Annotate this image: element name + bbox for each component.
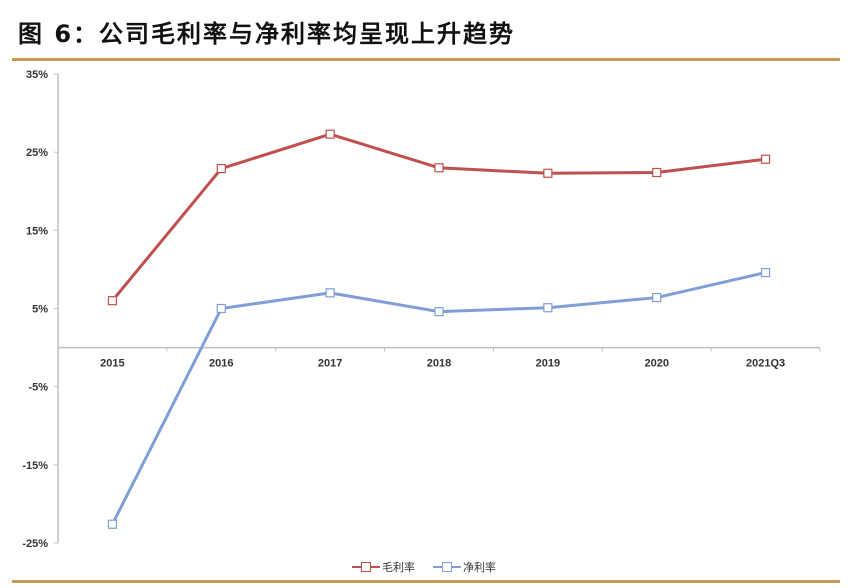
chart-title: 图 6：公司毛利率与净利率均呈现上升趋势 xyxy=(18,20,516,48)
x-tick-label: 2015 xyxy=(100,358,124,370)
data-point-marker xyxy=(543,303,553,313)
y-tick-label: 5% xyxy=(32,304,48,316)
data-point-marker xyxy=(107,296,118,306)
legend-label: 净利率 xyxy=(463,561,496,574)
data-point-marker xyxy=(216,303,226,314)
legend-item-gross-margin: 毛利率 xyxy=(352,559,415,575)
data-point-marker xyxy=(434,163,444,173)
y-tick-label: -5% xyxy=(28,382,48,394)
data-point-marker xyxy=(216,163,226,174)
data-point-marker xyxy=(652,292,662,303)
y-tick-label: -15% xyxy=(22,460,48,472)
gross-margin-swatch-icon xyxy=(352,562,380,572)
data-point-marker xyxy=(760,267,771,278)
x-tick-label: 2018 xyxy=(427,358,451,370)
y-tick-label: 35% xyxy=(26,69,48,81)
x-tick-label: 2020 xyxy=(644,358,668,370)
x-tick-label: 2017 xyxy=(318,358,342,370)
data-point-marker xyxy=(325,129,335,139)
y-tick-label: 25% xyxy=(26,147,48,159)
data-point-marker xyxy=(652,167,662,178)
legend: 毛利率 净利率 xyxy=(0,559,848,575)
x-tick-label: 2021Q3 xyxy=(746,358,785,370)
y-tick-label: 15% xyxy=(26,225,48,237)
legend-label: 毛利率 xyxy=(382,561,415,574)
data-point-marker xyxy=(760,154,771,164)
y-tick-label: -25% xyxy=(22,538,48,550)
data-point-marker xyxy=(107,519,118,529)
top-divider xyxy=(12,58,840,61)
data-point-marker xyxy=(434,307,444,317)
series-line xyxy=(111,132,766,302)
legend-item-net-margin: 净利率 xyxy=(433,559,496,575)
x-tick-label: 2019 xyxy=(536,358,560,370)
data-point-marker xyxy=(543,168,553,178)
net-margin-swatch-icon xyxy=(433,562,461,572)
data-point-marker xyxy=(325,288,335,298)
x-tick-label: 2016 xyxy=(209,358,233,370)
bottom-divider xyxy=(12,580,840,583)
